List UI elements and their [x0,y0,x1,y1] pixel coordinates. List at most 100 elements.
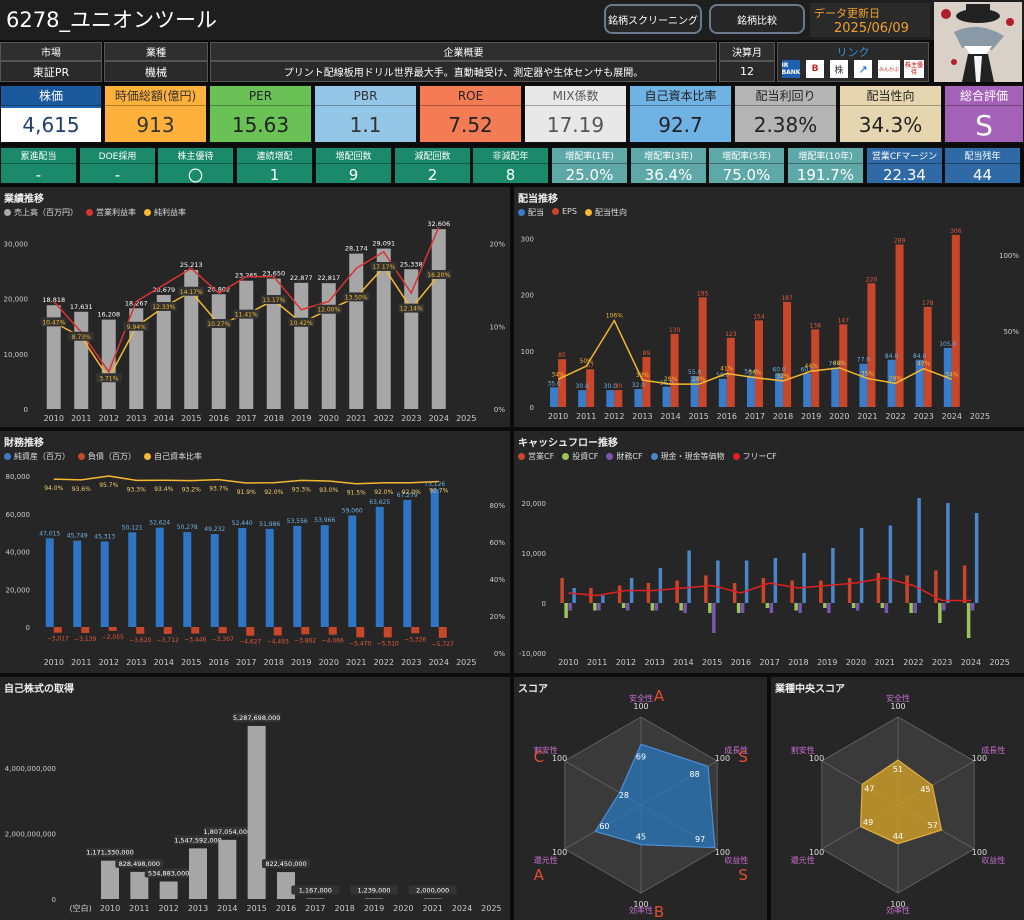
radar-grade-label: C [534,748,544,766]
net-margin-data-label: 12.14% [400,306,423,313]
industry-score-radar: 51100安全性45100成長性57100収益性44100効率性49100還元性… [791,693,1006,915]
screening-button[interactable]: 銘柄スクリーニング [604,4,702,34]
fin-cf-bar [740,603,745,613]
y-tick-label: 10,000 [522,550,547,558]
net-assets-bar [73,540,82,627]
net-margin-data-label: 13.50% [345,294,368,301]
stat-label: 配当残年 [945,148,1020,164]
stat-value: 〇 [187,166,203,185]
radar-value-label: 45 [920,785,930,794]
dividend-title: 配当推移 [518,194,558,205]
op-cf-bar [819,580,823,603]
op-cf-bar [962,565,967,603]
sales-data-label: 23,650 [262,270,285,278]
eps-bar [923,306,932,407]
liabilities-bar [136,627,145,634]
liabilities-data-label: −3,620 [129,637,151,644]
kpi-card-3: PBR 1.1 [314,85,417,143]
x-tick-label: 2011 [576,412,596,421]
dividend-bar [578,390,587,407]
update-date: 2025/06/09 [834,21,909,36]
y-tick-label: -10,000 [519,650,546,658]
stat-value: 22.34 [883,166,926,184]
cash-bar [974,513,979,603]
op-cf-bar [905,575,909,603]
net-margin-data-label: 10.27% [207,321,230,328]
market-header: 市場 [0,42,102,61]
x-tick-label: 2025 [456,658,476,667]
x-tick-label: 2016 [717,412,737,421]
legend-cash: 現金・現金等価物 [660,452,725,461]
radar-max-label: 100 [552,848,567,857]
compare-button[interactable]: 銘柄比較 [709,4,805,34]
chart-link-icon[interactable]: ↗ [854,60,872,78]
radar-axis-label: 割安性 [534,745,558,755]
x-tick-label: 2024 [942,412,962,421]
liabilities-bar [81,627,90,633]
kpi-value: 15.63 [231,113,290,137]
minkabu-link-icon[interactable]: みんかぶ [878,60,900,78]
x-tick-label: 2019 [817,658,837,667]
liabilities-data-label: −5,727 [432,641,454,648]
net-assets-data-label: 45,313 [94,533,115,540]
dividend-bar [690,376,699,407]
irbank-link-icon[interactable]: IR BANK [781,60,801,78]
stat-label: 増配率(10年) [788,148,863,164]
x-tick-label: 2021 [874,658,894,667]
kpi-card-0: 株価 4,615 [0,85,102,143]
net-assets-data-label: 59,060 [342,508,363,515]
buyback-bar [365,898,383,899]
net-assets-bar [100,541,109,627]
yutai-link-icon[interactable]: 株主優待 [904,60,924,78]
dividend-data-label: 55.0 [688,369,702,376]
y-tick-label: 0 [542,600,546,608]
x-tick-label: 2024 [429,658,449,667]
payout-data-label: 47% [917,361,931,368]
net-margin-data-label: 10.47% [42,319,65,326]
net-margin-data-label: 10.42% [290,320,313,327]
stat-card-9: 増配率(5年) 75.0% [708,147,785,184]
legend-equity-ratio: 自己資本比率 [154,452,202,461]
buyback-data-label: 534,883,000 [148,869,189,877]
header-bar: 6278_ユニオンツール 銘柄スクリーニング 銘柄比較 データ更新日 2025/… [0,0,1024,40]
sales-data-label: 29,091 [372,240,395,248]
equity-ratio-data-label: 93.3% [127,486,146,493]
kabutan-link-icon[interactable]: 株 [830,60,848,78]
buffett-link-icon[interactable]: B [806,60,824,78]
eps-bar [867,283,876,407]
kpi-value: 17.19 [546,113,605,137]
liabilities-bar [328,627,337,635]
fin-cf-bar [970,603,975,611]
x-tick-label: 2012 [158,904,178,913]
buyback-label-bg [203,826,252,836]
x-tick-label: 2010 [548,412,568,421]
kpi-value: 2.38% [753,113,818,137]
radar-axis-label: 収益性 [724,855,748,865]
op-margin-line [53,226,440,374]
legend-payout: 配当性向 [594,208,627,217]
radar-grade-label: B [654,903,664,920]
legend-net-assets: 純資産（百万） [14,452,70,461]
x-tick-label: (空白) [70,903,92,913]
x-tick-label: 2018 [264,414,284,423]
dividend-legend: 配当 EPS 配当性向 [518,207,627,218]
x-tick-label: 2021 [857,412,877,421]
eps-data-label: 154 [753,313,765,320]
y-tick-label: 20,000 [4,296,29,304]
y2-tick-label: 0% [494,406,505,414]
legend-fin-cf: 財務CF [616,452,643,461]
net-margin-label-bg [288,317,315,327]
eps-bar [670,333,679,407]
sales-bar [211,294,226,409]
overview-text: プリント配線板用ドリル世界最大手。直動軸受け、測定器や生体センサも展開。 [210,61,717,82]
buyback-data-label: 1,167,000 [299,887,332,895]
fiscal-month-header: 決算月 [719,42,775,61]
y-tick-label: 4,000,000,000 [5,765,56,773]
kpi-card-7: 配当利回り 2.38% [734,85,837,143]
payout-data-label: 34% [551,371,565,378]
eps-data-label: 130 [669,327,681,334]
inv-cf-bar [966,603,971,638]
buyback-label-bg [115,858,164,868]
kpi-label: 自己資本比率 [630,86,731,106]
radar-grade-label: S [738,748,748,766]
